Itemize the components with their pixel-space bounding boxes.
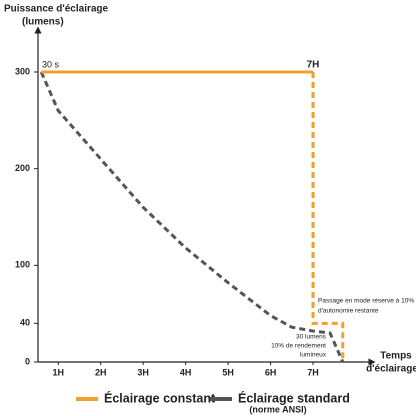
annotation: 30 s	[42, 59, 60, 69]
annotation: 10% de rendement	[271, 343, 326, 350]
annotation: Passage en mode réserve à 10%	[318, 298, 414, 305]
annotation: lumineux	[300, 352, 327, 359]
y-tick-label: 100	[15, 260, 30, 270]
line-standard	[39, 71, 345, 363]
annotation: 30 lumens	[296, 334, 327, 341]
x-tick-label: 5H	[222, 367, 234, 377]
x-tick-label: 2H	[95, 367, 107, 377]
y-axis-title: Puissance d'éclairage	[4, 4, 109, 15]
x-axis-title: d'éclairage	[366, 364, 416, 375]
y-tick-label: 0	[25, 356, 30, 366]
y-tick-label: 300	[15, 66, 30, 76]
annotation: d'autonomie restante	[318, 308, 379, 315]
line-constant-dashed	[311, 72, 345, 362]
x-tick-label: 6H	[265, 367, 277, 377]
legend-label: Éclairage constant	[104, 390, 216, 405]
x-tick-label: 7H	[307, 367, 319, 377]
x-tick-label: 1H	[52, 367, 64, 377]
annotation: 7H	[307, 60, 320, 71]
x-tick-label: 3H	[137, 367, 149, 377]
x-tick-label: 4H	[180, 367, 192, 377]
annotation: (norme ANSI)	[249, 404, 306, 414]
y-tick-label: 40	[20, 318, 30, 328]
x-axis-title: Temps	[380, 351, 412, 362]
y-axis-title: (lumens)	[22, 17, 64, 28]
y-tick-label: 200	[15, 163, 30, 173]
legend-label: Éclairage standard	[238, 390, 350, 405]
